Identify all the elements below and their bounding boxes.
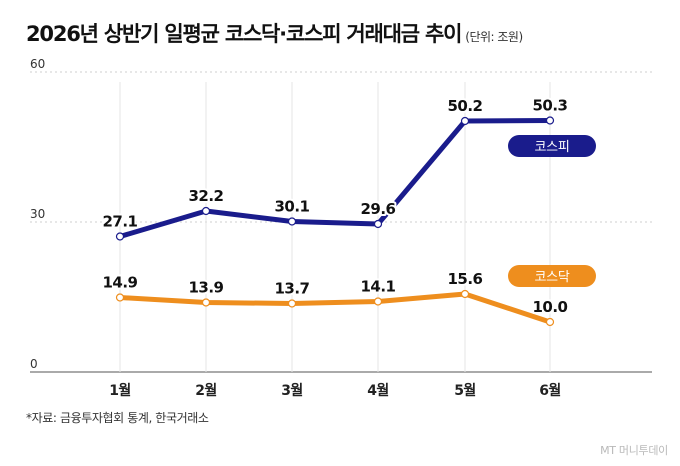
series-line <box>117 291 553 325</box>
data-label: 50.3 <box>532 97 567 115</box>
x-tick-label: 6월 <box>539 382 561 399</box>
data-label-halo: 27.1 <box>102 213 137 231</box>
series-badge-label: 코스피 <box>535 140 570 155</box>
data-label-halo: 30.1 <box>274 198 309 216</box>
data-label-halo: 32.2 <box>188 187 223 205</box>
data-label-halo: 14.1 <box>360 278 395 296</box>
data-label: 30.1 <box>274 198 309 216</box>
chart-title: 2026년 상반기 일평균 코스닥·코스피 거래대금 추이 <box>26 22 462 46</box>
data-label-halo: 15.6 <box>447 270 482 288</box>
data-label-halo: 50.3 <box>532 97 567 115</box>
x-tick-label: 4월 <box>367 382 389 399</box>
data-point <box>287 217 297 226</box>
data-label-halo: 13.9 <box>188 279 223 297</box>
data-label: 29.6 <box>360 200 395 218</box>
data-point <box>545 116 555 125</box>
data-point <box>201 206 211 216</box>
data-point <box>373 297 383 306</box>
source-note: *자료: 금융투자협회 통계, 한국거래소 <box>26 411 209 425</box>
chart-header: 2026년 상반기 일평균 코스닥·코스피 거래대금 추이 (단위: 조원) <box>26 18 523 48</box>
data-point <box>460 116 470 126</box>
data-label: 14.1 <box>360 278 395 296</box>
data-label: 14.9 <box>102 274 137 292</box>
unit-label: (단위: 조원) <box>465 30 523 44</box>
data-label: 27.1 <box>102 213 137 231</box>
data-label: 13.7 <box>274 280 309 298</box>
data-label: 32.2 <box>188 187 223 205</box>
data-point <box>545 317 555 327</box>
x-tick-label: 2월 <box>195 382 217 399</box>
data-point <box>115 293 125 302</box>
x-tick-label: 5월 <box>454 382 476 399</box>
series-line <box>117 118 553 239</box>
series-badge-label: 코스닥 <box>535 270 570 285</box>
data-label: 13.9 <box>188 279 223 297</box>
data-label-halo: 10.0 <box>532 298 567 316</box>
data-label-halo: 50.2 <box>447 97 482 115</box>
series-badge <box>508 135 596 157</box>
data-label-halo: 14.9 <box>102 274 137 292</box>
data-label: 50.2 <box>447 97 482 115</box>
y-tick-label-60: 60 <box>30 57 45 71</box>
series-badge <box>508 265 596 287</box>
data-label-halo: 29.6 <box>360 200 395 218</box>
data-label: 10.0 <box>532 298 567 316</box>
x-tick-label: 3월 <box>281 382 303 399</box>
data-point <box>460 289 470 299</box>
data-point <box>201 298 211 307</box>
y-tick-label-30: 30 <box>30 207 45 221</box>
data-point <box>115 232 125 241</box>
data-point <box>287 299 297 308</box>
y-tick-label-0: 0 <box>30 357 38 371</box>
data-label-halo: 13.7 <box>274 280 309 298</box>
brand-watermark: MT 머니투데이 <box>600 444 668 457</box>
data-label: 15.6 <box>447 270 482 288</box>
x-tick-label: 1월 <box>109 382 131 399</box>
data-point <box>373 219 383 229</box>
